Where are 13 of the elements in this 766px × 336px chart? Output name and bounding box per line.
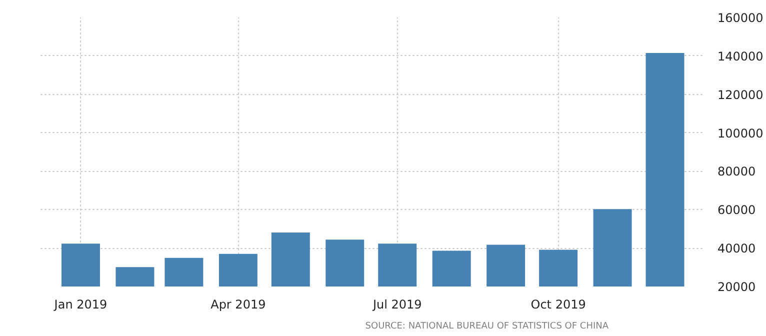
y-tick-label: 20000	[718, 280, 756, 294]
y-tick-label: 80000	[718, 164, 756, 179]
y-tick-label: 140000	[718, 49, 764, 64]
y-tick-label: 160000	[718, 11, 764, 25]
x-tick-label: Jul 2019	[372, 298, 422, 312]
y-tick-label: 60000	[718, 203, 756, 218]
x-tick-label: Oct 2019	[530, 298, 586, 312]
y-tick-label: 100000	[718, 126, 764, 140]
x-tick-label: Jan 2019	[53, 298, 108, 312]
y-tick-label: 120000	[718, 88, 764, 102]
x-tick-label: Apr 2019	[210, 298, 266, 312]
source-note: SOURCE: NATIONAL BUREAU OF STATISTICS OF CHINA	[365, 322, 610, 332]
y-tick-label: 40000	[718, 242, 756, 256]
